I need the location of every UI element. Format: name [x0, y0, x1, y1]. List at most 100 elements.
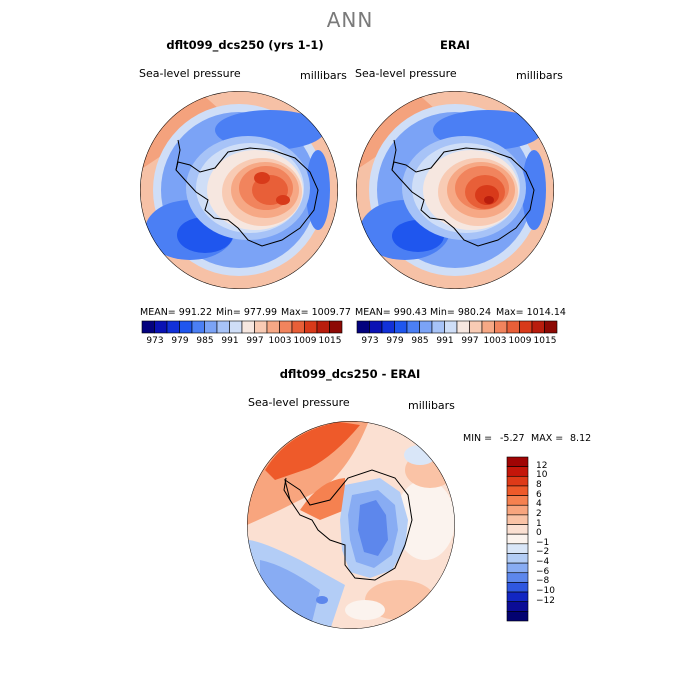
- difference-units-label: millibars: [408, 399, 455, 412]
- colorbar-tick-label: 997: [246, 336, 264, 346]
- colorbar-swatch: [241, 320, 255, 334]
- panel-1-min: Min= 977.99: [216, 307, 278, 318]
- difference-variable-label: Sea-level pressure: [248, 396, 350, 409]
- colorbar-tick-label: 985: [411, 336, 429, 346]
- colorbar-swatch: [431, 320, 445, 334]
- colorbar-swatch: [166, 320, 180, 334]
- panel-2-mean: MEAN= 990.43: [355, 307, 428, 318]
- colorbar-swatch: [494, 320, 508, 334]
- panel-2-max: Max= 1014.14: [496, 307, 566, 318]
- panel-1-variable-label: Sea-level pressure: [139, 67, 241, 80]
- colorbar-swatch: [191, 320, 205, 334]
- panel-1-title: dflt099_dcs250 (yrs 1-1): [166, 38, 324, 52]
- panel-2-units-label: millibars: [516, 69, 563, 82]
- panel-1-max: Max= 1009.77: [281, 307, 351, 318]
- colorbar-swatch: [266, 320, 280, 334]
- difference-max-value: 8.12: [570, 433, 592, 444]
- colorbar-1: [141, 320, 343, 334]
- colorbar-swatch: [154, 320, 168, 334]
- colorbar-tick-label: 973: [146, 336, 164, 346]
- colorbar-swatch: [444, 320, 458, 334]
- map-1: [140, 91, 338, 289]
- colorbar-swatch: [469, 320, 483, 334]
- colorbar-difference-tick-label: 4: [536, 499, 542, 510]
- colorbar-swatch: [304, 320, 318, 334]
- colorbar-swatch: [519, 320, 533, 334]
- colorbar-difference-tick-label: 10: [536, 470, 548, 481]
- colorbar-difference-tick-label: 8: [536, 479, 542, 490]
- colorbar-difference-tick-label: 12: [536, 460, 548, 471]
- panel-2-variable-label: Sea-level pressure: [355, 67, 457, 80]
- colorbar-difference-tick-label: −2: [536, 547, 550, 558]
- colorbar-swatch: [506, 456, 529, 467]
- colorbar-tick-label: 1009: [293, 336, 317, 346]
- colorbar-swatch: [254, 320, 268, 334]
- colorbar-tick-label: 985: [196, 336, 214, 346]
- map-difference: [247, 421, 455, 629]
- colorbar-difference-tick-label: −12: [536, 595, 555, 606]
- difference-min-label: MIN =: [463, 433, 493, 444]
- colorbar-tick-label: 1003: [268, 336, 292, 346]
- colorbar-swatch: [381, 320, 395, 334]
- colorbar-swatch: [216, 320, 230, 334]
- colorbar-difference-tick-label: 0: [536, 528, 542, 539]
- colorbar-difference-tick-label: −8: [536, 576, 550, 587]
- colorbar-swatch: [506, 475, 529, 487]
- colorbar-tick-label: 991: [436, 336, 454, 346]
- colorbar-swatch: [506, 572, 529, 583]
- difference-max-label: MAX =: [531, 433, 564, 444]
- colorbar-swatch: [291, 320, 305, 334]
- colorbar-tick-label: 979: [171, 336, 189, 346]
- colorbar-difference-tick-label: −10: [536, 586, 555, 597]
- colorbar-swatch: [506, 466, 529, 477]
- figure-title: ANN: [326, 8, 374, 32]
- panel-2-min: Min= 980.24: [430, 307, 492, 318]
- colorbar-swatch: [456, 320, 470, 334]
- colorbar-difference-tick-label: 2: [536, 508, 542, 519]
- colorbar-swatch: [419, 320, 433, 334]
- colorbar-swatch: [544, 320, 558, 334]
- colorbar-tick-label: 973: [361, 336, 379, 346]
- panel-1-mean: MEAN= 991.22: [140, 307, 213, 318]
- colorbar-swatch: [506, 320, 520, 334]
- map-2: [356, 91, 554, 289]
- colorbar-swatch: [179, 320, 193, 334]
- colorbar-swatch: [506, 495, 529, 506]
- colorbar-difference-tick-label: 1: [536, 518, 542, 529]
- colorbar-swatch: [506, 524, 529, 535]
- colorbar-swatch: [481, 320, 495, 334]
- colorbar-swatch: [506, 582, 529, 593]
- colorbar-2: [356, 320, 558, 334]
- colorbar-swatch: [506, 543, 529, 554]
- colorbar-swatch: [204, 320, 218, 334]
- colorbar-difference-tick-label: −6: [536, 566, 550, 577]
- colorbar-swatch: [141, 320, 155, 334]
- colorbar-swatch: [506, 553, 529, 564]
- colorbar-swatch: [506, 533, 529, 545]
- colorbar-tick-label: 997: [461, 336, 479, 346]
- colorbar-swatch: [369, 320, 383, 334]
- colorbar-swatch: [506, 504, 529, 516]
- colorbar-swatch: [279, 320, 293, 334]
- colorbar-swatch: [506, 562, 529, 574]
- colorbar-tick-label: 1015: [318, 336, 342, 346]
- panel-2-title: ERAI: [440, 38, 470, 52]
- colorbar-swatch: [229, 320, 243, 334]
- colorbar-swatch: [316, 320, 330, 334]
- colorbar-difference: [506, 456, 529, 622]
- colorbar-tick-label: 1003: [483, 336, 507, 346]
- colorbar-swatch: [506, 611, 529, 622]
- colorbar-difference-tick-label: −1: [536, 537, 550, 548]
- colorbar-swatch: [506, 601, 529, 612]
- colorbar-swatch: [406, 320, 420, 334]
- colorbar-swatch: [506, 514, 529, 525]
- colorbar-swatch: [531, 320, 545, 334]
- colorbar-swatch: [329, 320, 343, 334]
- colorbar-swatch: [506, 485, 529, 496]
- difference-title: dflt099_dcs250 - ERAI: [279, 367, 421, 381]
- colorbar-tick-label: 1015: [533, 336, 557, 346]
- colorbar-difference-tick-label: 6: [536, 489, 542, 500]
- colorbar-swatch: [394, 320, 408, 334]
- colorbar-swatch: [506, 591, 529, 603]
